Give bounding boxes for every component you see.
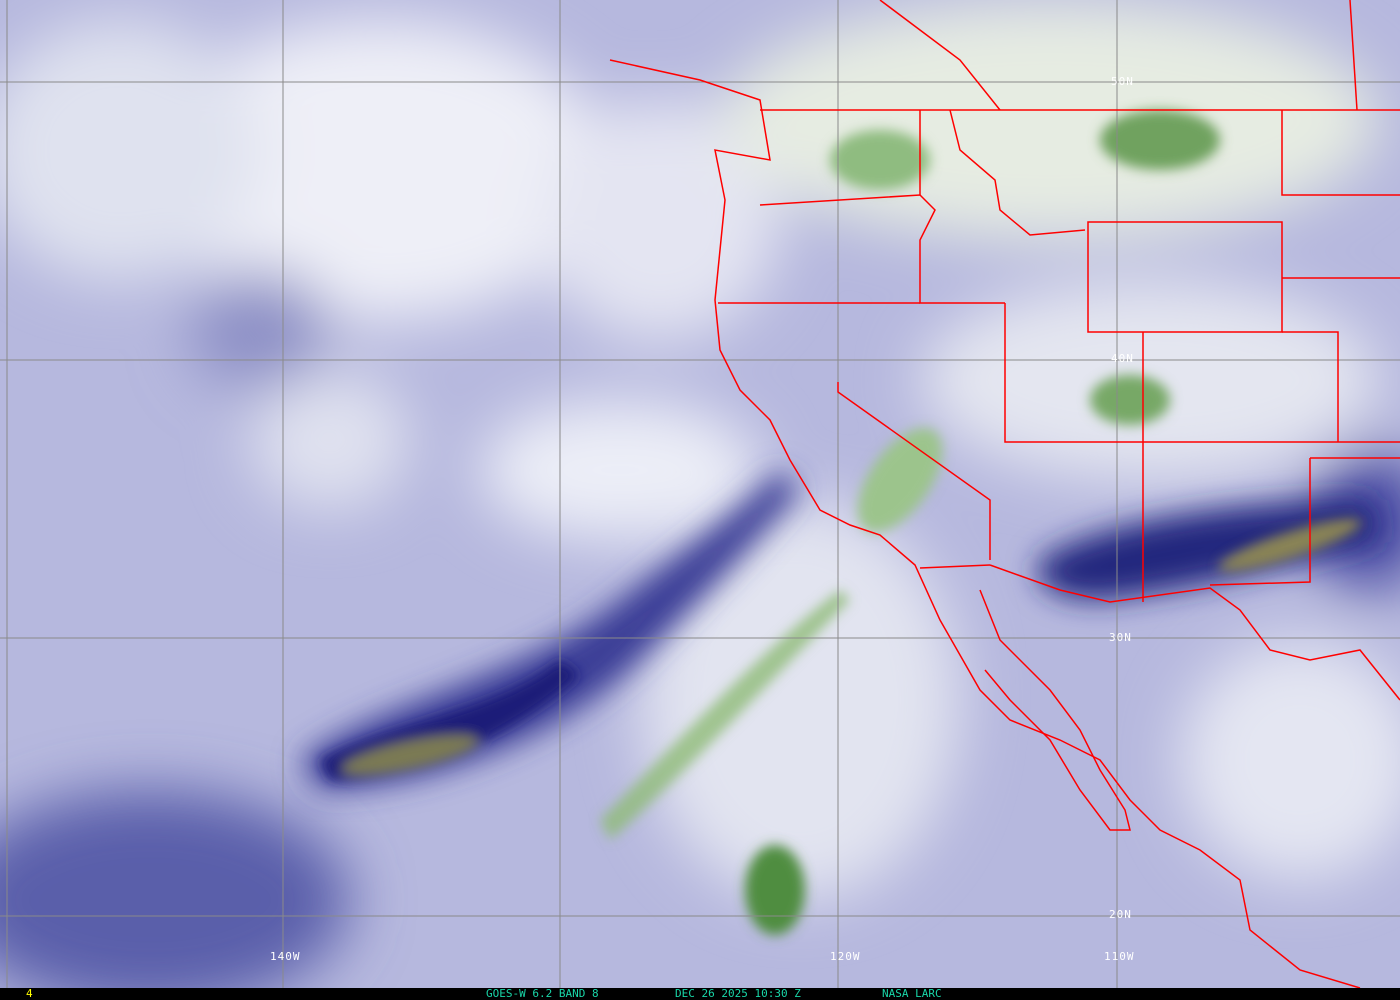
lon-label-120w: 120W xyxy=(830,950,861,963)
lat-label-40n: 40N xyxy=(1111,352,1134,365)
image-datetime: DEC 26 2025 10:30 Z xyxy=(675,987,801,1000)
lat-label-30n: 30N xyxy=(1109,631,1132,644)
lat-label-50n: 50N xyxy=(1111,75,1134,88)
image-source: NASA LARC xyxy=(882,987,942,1000)
frame-number: 4 xyxy=(26,987,33,1000)
lon-label-110w: 110W xyxy=(1104,950,1135,963)
lon-label-140w: 140W xyxy=(270,950,301,963)
caption-bar: 4 GOES-W 6.2 BAND 8 DEC 26 2025 10:30 Z … xyxy=(0,988,1400,1000)
lat-label-20n: 20N xyxy=(1109,908,1132,921)
political-borders xyxy=(609,0,1400,988)
satellite-band: GOES-W 6.2 BAND 8 xyxy=(486,987,599,1000)
